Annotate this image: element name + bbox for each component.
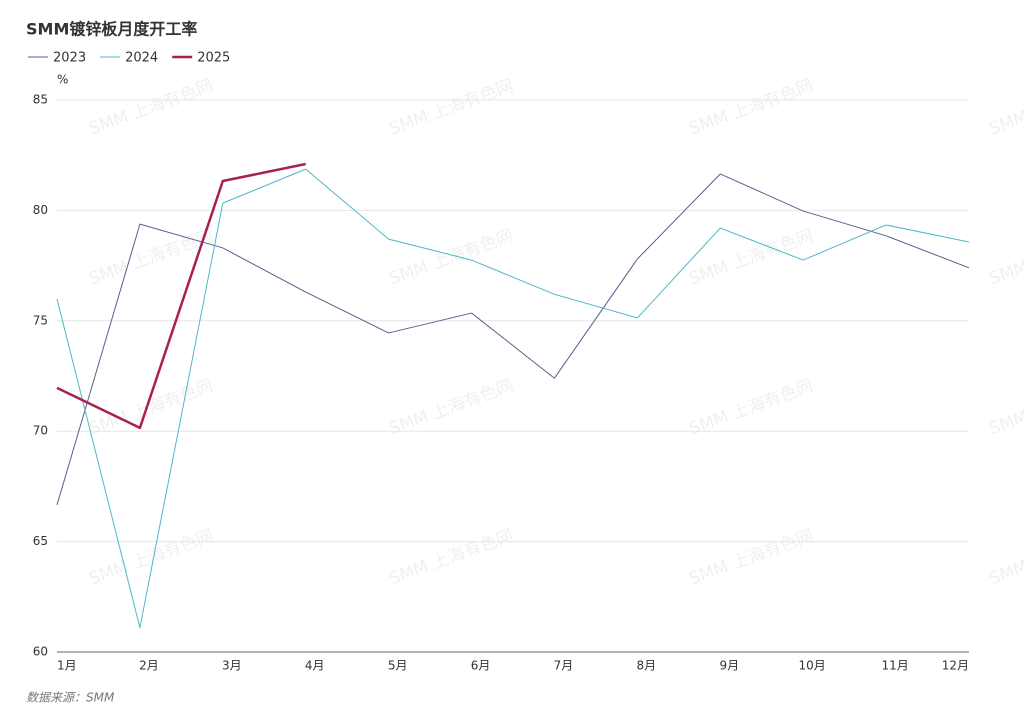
x-tick-label: 12月 <box>942 659 969 673</box>
watermark: SMM 上海有色网 <box>987 226 1024 289</box>
watermark: SMM 上海有色网 <box>387 526 516 589</box>
y-tick-label: 75 <box>33 313 48 327</box>
x-tick-label: 10月 <box>799 659 826 673</box>
legend-label: 2025 <box>197 51 230 66</box>
y-tick-label: 85 <box>33 93 48 107</box>
watermark: SMM 上海有色网 <box>87 376 216 439</box>
legend-label: 2024 <box>125 51 158 66</box>
line-series <box>56 168 970 629</box>
watermark: SMM 上海有色网 <box>987 526 1024 589</box>
watermark: SMM 上海有色网 <box>987 76 1024 139</box>
watermark: SMM 上海有色网 <box>87 526 216 589</box>
line-series <box>56 162 306 430</box>
chart-title: SMM镀锌板月度开工率 <box>26 20 197 39</box>
x-tick-label: 2月 <box>139 659 159 673</box>
x-tick-label: 1月 <box>57 659 77 673</box>
watermark: SMM 上海有色网 <box>387 76 516 139</box>
y-tick-label: 70 <box>33 424 48 438</box>
x-tick-label: 11月 <box>881 659 908 673</box>
x-tick-label: 6月 <box>471 659 491 673</box>
watermark: SMM 上海有色网 <box>987 376 1024 439</box>
x-tick-label: 7月 <box>554 659 574 673</box>
x-tick-label: 4月 <box>305 659 325 673</box>
x-tick-label: 8月 <box>637 659 657 673</box>
x-tick-label: 5月 <box>388 659 408 673</box>
source: 数据来源：SMM <box>26 691 115 705</box>
watermark: SMM 上海有色网 <box>687 76 816 139</box>
legend-label: 2023 <box>53 51 86 66</box>
y-tick-label: 60 <box>33 645 48 659</box>
y-tick-label: 80 <box>33 203 48 217</box>
watermark: SMM 上海有色网 <box>687 376 816 439</box>
x-tick-label: 9月 <box>719 659 739 673</box>
line-series <box>56 173 970 506</box>
watermark: SMM 上海有色网 <box>687 526 816 589</box>
watermark: SMM 上海有色网 <box>387 226 516 289</box>
y-axis-label: % <box>57 73 68 87</box>
watermark: SMM 上海有色网 <box>87 76 216 139</box>
x-tick-label: 3月 <box>222 659 242 673</box>
y-tick-label: 65 <box>33 534 48 548</box>
watermark: SMM 上海有色网 <box>387 376 516 439</box>
